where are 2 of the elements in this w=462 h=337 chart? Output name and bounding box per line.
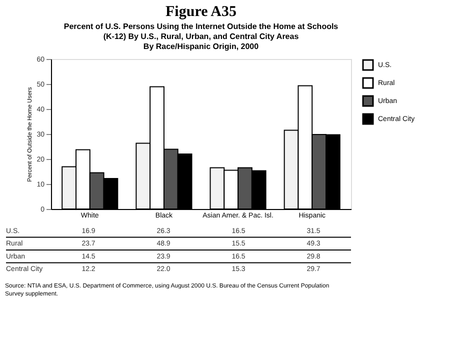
chart-title: Figure A35 (166, 4, 236, 20)
chart-subtitle: Percent of U.S. Persons Using the Internet Outside the Home at Schools (K-12) By U.S., Rural, Urban, and Central City Areas By Race/Hispanic Origin, 2000 (64, 22, 339, 51)
